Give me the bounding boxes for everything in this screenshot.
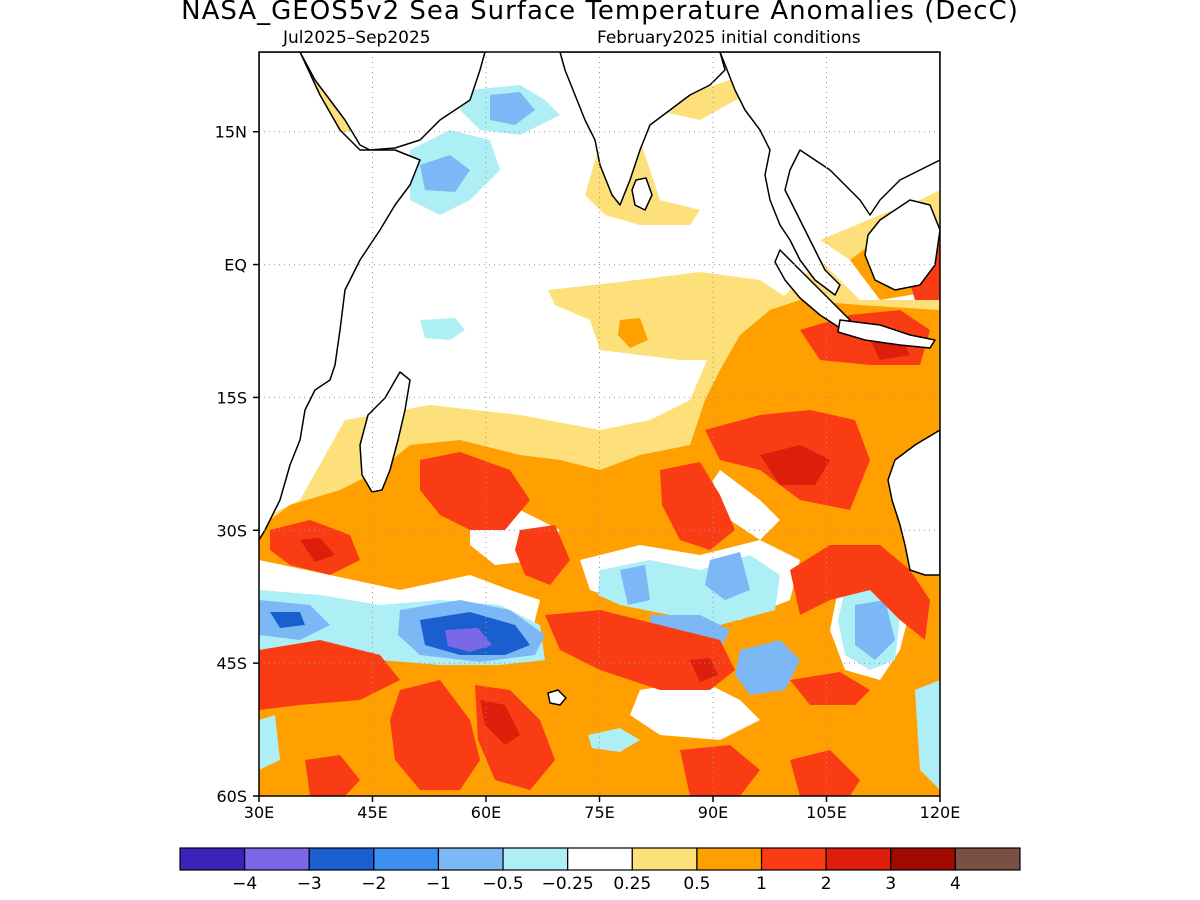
neutral-region [700, 470, 780, 540]
colorbar-swatch [760, 847, 827, 871]
colorbar-label: 1 [756, 874, 767, 894]
warm-anomaly-region-red [259, 640, 400, 710]
colorbar-swatch [631, 847, 698, 871]
africa-landmass [259, 52, 421, 541]
cool-anomaly-region-light [259, 715, 280, 770]
india-landmass [559, 52, 726, 206]
colorbar-label: 4 [950, 874, 961, 894]
warm-anomaly-region-red [790, 750, 860, 796]
cool-anomaly-region-mid [855, 600, 895, 660]
cool-anomaly-region-mid [490, 92, 535, 125]
y-tick-label: 45S [216, 654, 247, 673]
colorbar-swatch [696, 847, 763, 871]
colorbar-label: 0.25 [613, 874, 651, 894]
warm-anomaly-core [760, 445, 830, 485]
colorbar-swatch [567, 847, 633, 871]
cool-anomaly-region-light [915, 680, 940, 790]
x-tick-label: 120E [920, 803, 961, 822]
warm-anomaly-core [480, 700, 520, 745]
colorbar-swatch [437, 847, 504, 871]
x-tick-label: 105E [806, 803, 847, 822]
colorbar-swatch [502, 847, 569, 871]
colorbar-label: −1 [426, 874, 451, 894]
neutral-region [630, 680, 760, 740]
warm-anomaly-region-red [420, 452, 530, 530]
cool-anomaly-region-mid [735, 640, 800, 695]
colorbar-swatch [890, 847, 956, 871]
australia-landmass [887, 429, 940, 576]
cool-anomaly-region-light [420, 318, 465, 340]
warm-anomaly-core [300, 538, 335, 562]
graticule [259, 52, 940, 796]
warm-anomaly-core [690, 658, 718, 682]
warm-anomaly-region-red [790, 672, 870, 705]
cool-anomaly-region-strong [270, 612, 305, 628]
cool-anomaly-region-light [588, 728, 640, 752]
color-legend: −4 −3 −2 −1 −0.5 −0.25 0.25 0.5 1 2 3 4 [179, 847, 1021, 894]
x-tick-label: 45E [357, 803, 387, 822]
x-tick-label: 60E [471, 803, 501, 822]
colorbar-label: −3 [297, 874, 322, 894]
colorbar-label: 0.5 [683, 874, 710, 894]
cool-anomaly-region-mid [420, 155, 470, 192]
valid-period-label: Jul2025–Sep2025 [283, 28, 431, 48]
colorbar-label: −0.25 [542, 874, 594, 894]
warm-anomaly-region-red [680, 745, 760, 796]
colorbar-label: 3 [885, 874, 896, 894]
y-tick-label: EQ [224, 256, 247, 275]
colorbar-swatch [373, 847, 440, 871]
cool-anomaly-region-extreme [445, 628, 492, 652]
warm-anomaly-region-orange [618, 318, 648, 348]
map-title: NASA_GEOS5v2 Sea Surface Temperature Ano… [181, 0, 1019, 26]
colorbar-label: −2 [361, 874, 386, 894]
colorbar-swatch [954, 847, 1021, 871]
x-tick-label: 30E [244, 803, 274, 822]
colorbar-swatch [179, 847, 246, 871]
initial-conditions-label: February2025 initial conditions [597, 28, 861, 48]
latitude-axis: 15N EQ 15S 30S 45S 60S [215, 123, 259, 806]
colorbar-label: −0.5 [482, 874, 523, 894]
y-tick-label: 60S [216, 787, 247, 806]
warm-anomaly-region-light [548, 272, 790, 360]
warm-anomaly-region-red [790, 545, 930, 640]
warm-anomaly-region-red [390, 680, 480, 790]
warm-anomaly-region-red [545, 610, 735, 690]
warm-anomaly-region-red [515, 525, 570, 585]
coastlines [259, 52, 940, 706]
southeast-asia-landmass [719, 52, 940, 296]
borneo-island [864, 199, 940, 291]
y-tick-label: 15N [215, 123, 247, 142]
java-island [837, 319, 936, 349]
y-tick-label: 15S [216, 388, 247, 407]
y-tick-label: 30S [216, 521, 247, 540]
longitude-axis: 30E 45E 60E 75E 90E 105E 120E [244, 796, 961, 822]
colorbar-label: 2 [821, 874, 832, 894]
warm-anomaly-region-light [655, 80, 745, 120]
warm-anomaly-region-red [660, 462, 735, 550]
colorbar-swatch [825, 847, 892, 871]
cool-anomaly-region-mid [620, 565, 650, 605]
sri-lanka-island [631, 177, 653, 211]
colorbar-label: −4 [232, 874, 257, 894]
colorbar-swatch [308, 847, 375, 871]
x-tick-label: 90E [698, 803, 728, 822]
x-tick-label: 75E [584, 803, 614, 822]
cool-anomaly-region-mid [705, 552, 750, 600]
africa-arabia-landmass [259, 52, 486, 151]
colorbar-swatch [244, 847, 310, 871]
warm-anomaly-region-red [305, 755, 360, 796]
kerguelen-island [547, 689, 567, 706]
